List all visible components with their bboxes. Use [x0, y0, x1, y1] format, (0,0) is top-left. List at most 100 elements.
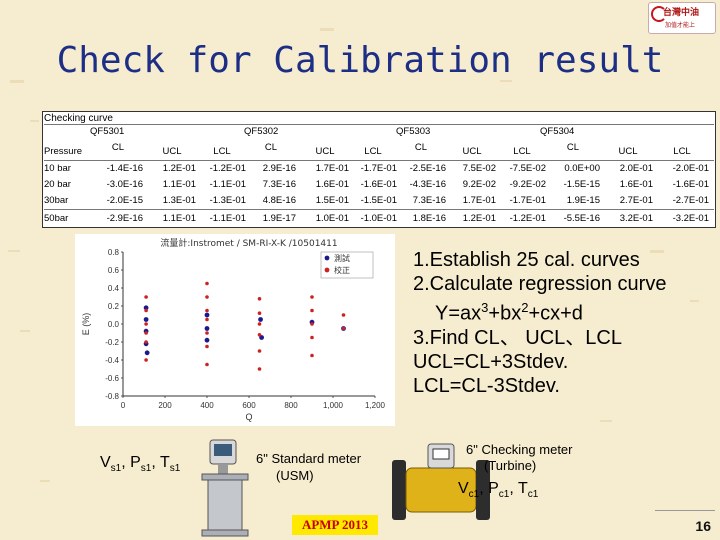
column-header: CL	[264, 142, 278, 153]
table-cell: -1.5E-01	[360, 195, 397, 206]
data-point	[204, 337, 210, 343]
data-point	[205, 344, 209, 349]
formula-part: Y=ax	[435, 302, 482, 325]
x-tick-label: 1,000	[323, 401, 344, 410]
data-point	[143, 305, 149, 311]
data-point	[310, 335, 314, 340]
formula-part: +bx	[488, 302, 522, 325]
table-cell: -1.5E-15	[563, 179, 600, 190]
slide-title: Check for Calibration result	[56, 40, 664, 81]
table-cell: -1.2E-01	[509, 213, 546, 224]
data-point	[205, 317, 209, 322]
data-point	[144, 331, 148, 335]
data-point	[205, 281, 209, 286]
x-tick-label: 1,200	[365, 401, 386, 410]
row-label: 20 bar	[44, 179, 71, 190]
y-tick-label: -0.8	[105, 392, 119, 401]
table-cell: 1.2E-01	[162, 163, 196, 174]
y-tick-label: 0.4	[108, 284, 120, 293]
table-cell: 0.0E+00	[564, 163, 600, 174]
bullet-item-formula: Y=ax3+bx2+cx+d	[413, 296, 718, 326]
table-cell: -1.2E-01	[209, 163, 246, 174]
table-cell: 1.1E-01	[162, 213, 196, 224]
standard-meter-type: (USM)	[276, 468, 314, 483]
x-tick-label: 600	[242, 401, 256, 410]
data-point	[204, 326, 210, 331]
table-divider	[44, 209, 714, 210]
calibration-scatter-chart: 流量計:Instromet / SM-RI-X-K /10501411 0.8 0.…	[75, 234, 395, 426]
row-label: 10 bar	[44, 163, 71, 174]
data-point	[310, 322, 314, 326]
row-header-label: Pressure	[44, 146, 83, 157]
y-axis-label: E (%)	[81, 313, 91, 336]
data-point	[205, 362, 209, 367]
page-number: 16	[695, 518, 711, 534]
column-header: CL	[111, 142, 125, 153]
column-header: LCL	[673, 146, 691, 157]
y-tick-label: 0.8	[108, 248, 120, 257]
table-caption: Checking curve	[44, 113, 113, 124]
table-cell: 1.0E-01	[315, 213, 349, 224]
var-sub: c1	[498, 489, 510, 501]
table-cell: 1.5E-01	[315, 195, 349, 206]
table-cell: 2.0E-01	[619, 163, 653, 174]
standard-meter-label: 6" Standard meter	[256, 451, 362, 466]
bullet-item: UCL=CL+3Stdev.	[413, 350, 569, 373]
data-point	[144, 295, 148, 299]
logo-subtext: 加值才能上	[665, 22, 696, 29]
table-cell: -2.9E-16	[106, 213, 143, 224]
table-cell: -1.3E-01	[209, 195, 246, 206]
var-sub: s1	[110, 463, 122, 475]
bullet-item: 2.Calculate regression curve	[413, 273, 667, 295]
data-point	[143, 317, 149, 322]
table-cell: 7.3E-16	[262, 179, 296, 190]
x-tick-label: 400	[200, 401, 214, 410]
column-header: CL	[566, 142, 580, 153]
table-cell: -1.4E-16	[106, 163, 143, 174]
table-cell: -1.1E-01	[209, 179, 246, 190]
group-header: QF5301	[90, 126, 125, 137]
var-text: , P	[121, 454, 141, 471]
page-rule	[655, 510, 715, 511]
var-text: , P	[479, 480, 499, 497]
column-header: UCL	[462, 146, 482, 157]
checking-meter-label: 6" Checking meter	[466, 442, 573, 457]
table-cell: 1.8E-16	[412, 213, 446, 224]
group-header: QF5302	[244, 126, 279, 137]
row-label: 30bar	[44, 195, 69, 206]
table-cell: -3.0E-16	[106, 179, 143, 190]
checking-curve-table: Checking curve QF5301 QF5302 QF5303 QF53…	[42, 111, 716, 228]
var-sub: c1	[527, 489, 539, 501]
legend-marker	[324, 255, 330, 261]
table-cell: 3.2E-01	[619, 213, 653, 224]
var-text: V	[458, 480, 469, 497]
y-tick-label: -0.2	[105, 338, 119, 347]
formula-exponent: 3	[481, 300, 489, 315]
column-header: LCL	[513, 146, 531, 157]
data-point	[257, 322, 262, 326]
data-point	[310, 353, 314, 358]
data-point	[144, 322, 148, 326]
data-point	[144, 340, 148, 344]
data-point	[341, 326, 346, 331]
bullet-item: 1.Establish 25 cal. curves	[413, 249, 640, 271]
row-label: 50bar	[44, 213, 69, 224]
x-tick-label: 200	[158, 401, 172, 410]
x-axis-label: Q	[245, 412, 252, 422]
x-tick-label: 0	[121, 401, 126, 410]
table-cell: -1.1E-01	[209, 213, 246, 224]
table-cell: 1.3E-01	[162, 195, 196, 206]
table-cell: -1.6E-01	[360, 179, 397, 190]
legend-label: 測試	[334, 253, 350, 263]
data-point	[205, 295, 209, 299]
bullet-list: 1.Establish 25 cal. curves 2.Calculate r…	[413, 248, 718, 398]
table-cell: -1.0E-01	[360, 213, 397, 224]
table-cell: 1.7E-01	[315, 163, 349, 174]
y-tick-label: -0.6	[105, 374, 119, 383]
data-point	[257, 349, 262, 353]
y-tick-label: 0.2	[108, 302, 120, 311]
table-cell: 1.1E-01	[162, 179, 196, 190]
table-divider	[44, 160, 714, 161]
table-cell: -5.5E-16	[563, 213, 600, 224]
column-header: CL	[414, 142, 428, 153]
